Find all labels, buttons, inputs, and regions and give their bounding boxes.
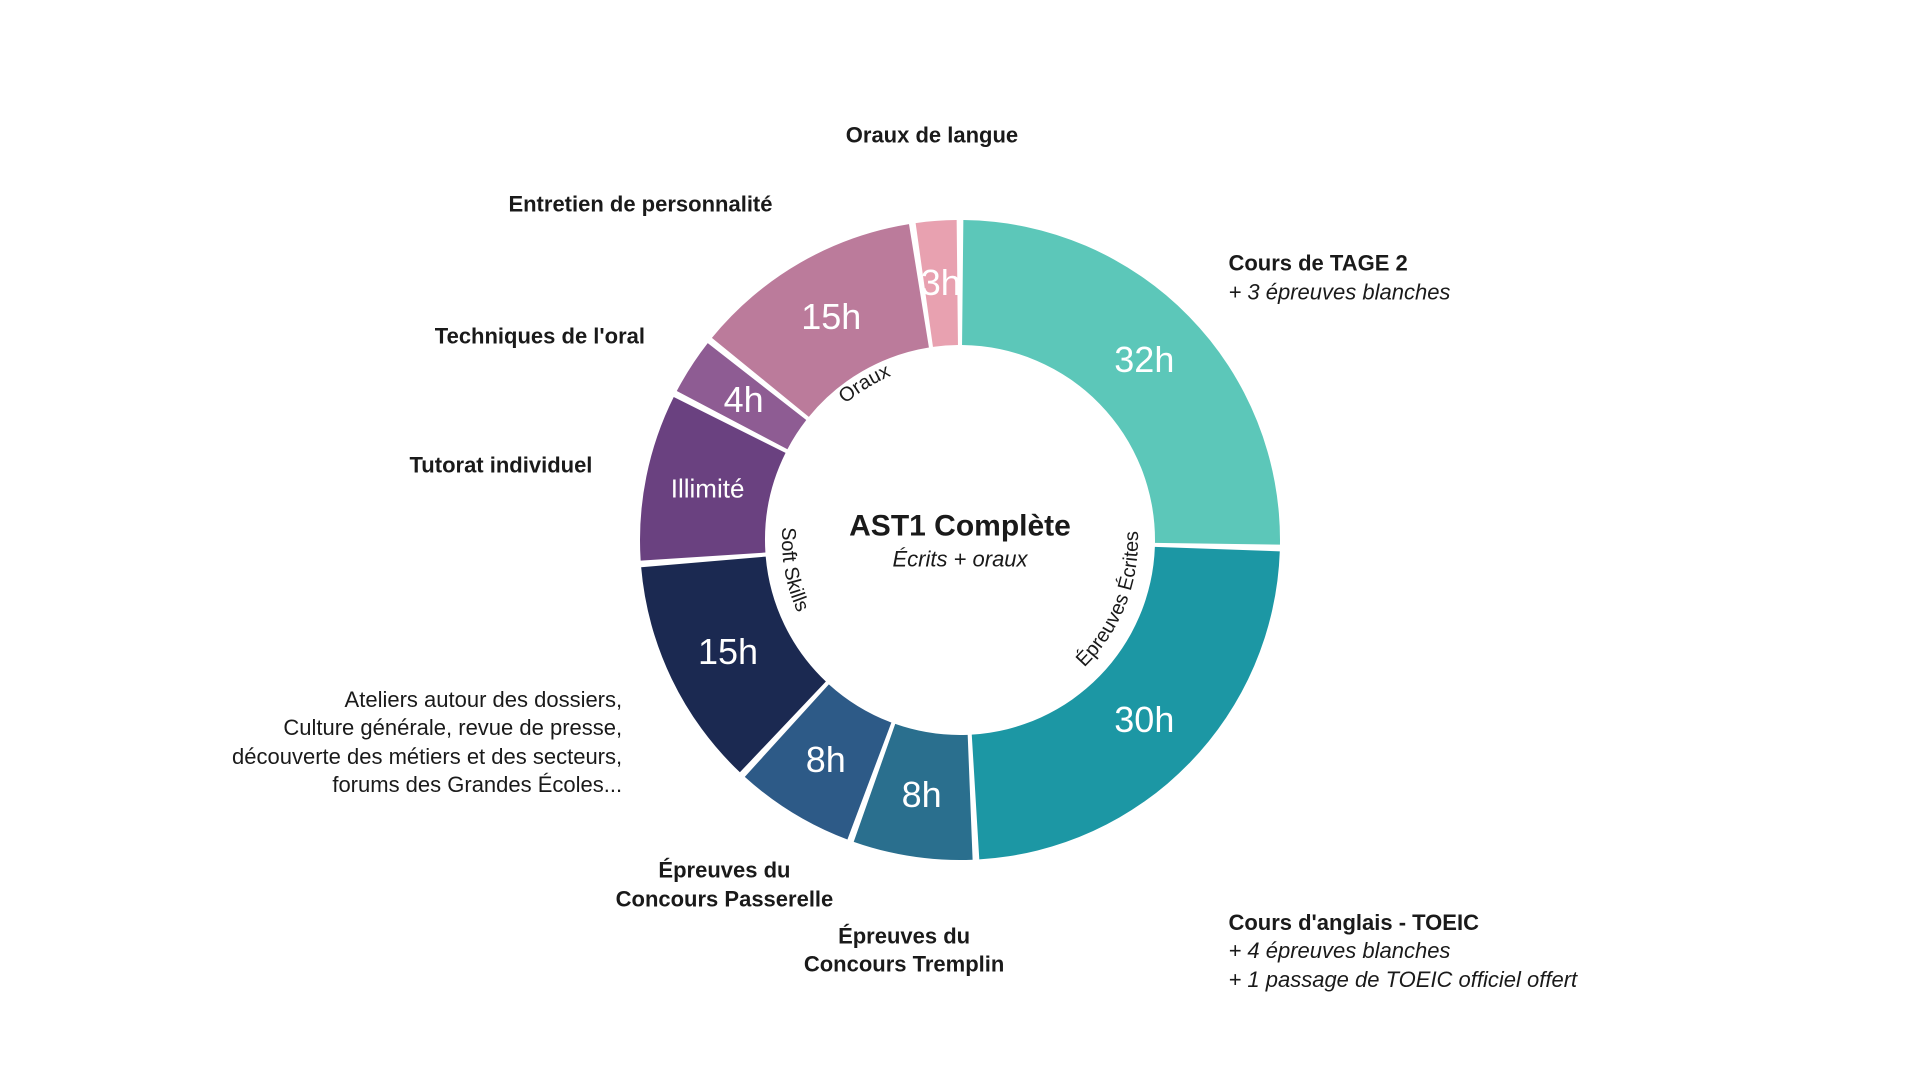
center-subtitle: Écrits + oraux bbox=[849, 545, 1071, 573]
slice-label-orauxlangue: 3h bbox=[921, 262, 961, 304]
slice-label-passerelle: 8h bbox=[806, 739, 846, 781]
outer-label-techniques: Techniques de l'oral bbox=[435, 322, 645, 351]
outer-label-orauxlangue: Oraux de langue bbox=[846, 122, 1018, 151]
category-label-soft: Soft Skills bbox=[777, 527, 813, 615]
slice-label-tage2: 32h bbox=[1114, 339, 1174, 381]
slice-label-tutorat: Illimité bbox=[671, 473, 745, 504]
slice-label-ateliers: 15h bbox=[698, 631, 758, 673]
outer-label-tremplin: Épreuves duConcours Tremplin bbox=[804, 922, 1004, 979]
outer-label-toeic: Cours d'anglais - TOEIC+ 4 épreuves blan… bbox=[1228, 909, 1577, 995]
outer-label-entretien: Entretien de personnalité bbox=[508, 191, 772, 220]
chart-stage: Épreuves ÉcritesSoft SkillsOraux 32h30h8… bbox=[0, 0, 1920, 1080]
outer-label-ateliers: Ateliers autour des dossiers,Culture gén… bbox=[232, 686, 622, 800]
outer-label-tutorat: Tutorat individuel bbox=[410, 451, 593, 480]
center-title: AST1 ComplèteÉcrits + oraux bbox=[849, 508, 1071, 573]
outer-label-tage2: Cours de TAGE 2+ 3 épreuves blanches bbox=[1228, 250, 1450, 307]
center-title-main: AST1 Complète bbox=[849, 508, 1071, 546]
slice-label-toeic: 30h bbox=[1114, 699, 1174, 741]
slice-label-entretien: 15h bbox=[801, 296, 861, 338]
slice-label-techniques: 4h bbox=[724, 379, 764, 421]
outer-label-passerelle: Épreuves duConcours Passerelle bbox=[616, 856, 834, 913]
slice-label-tremplin: 8h bbox=[902, 774, 942, 816]
